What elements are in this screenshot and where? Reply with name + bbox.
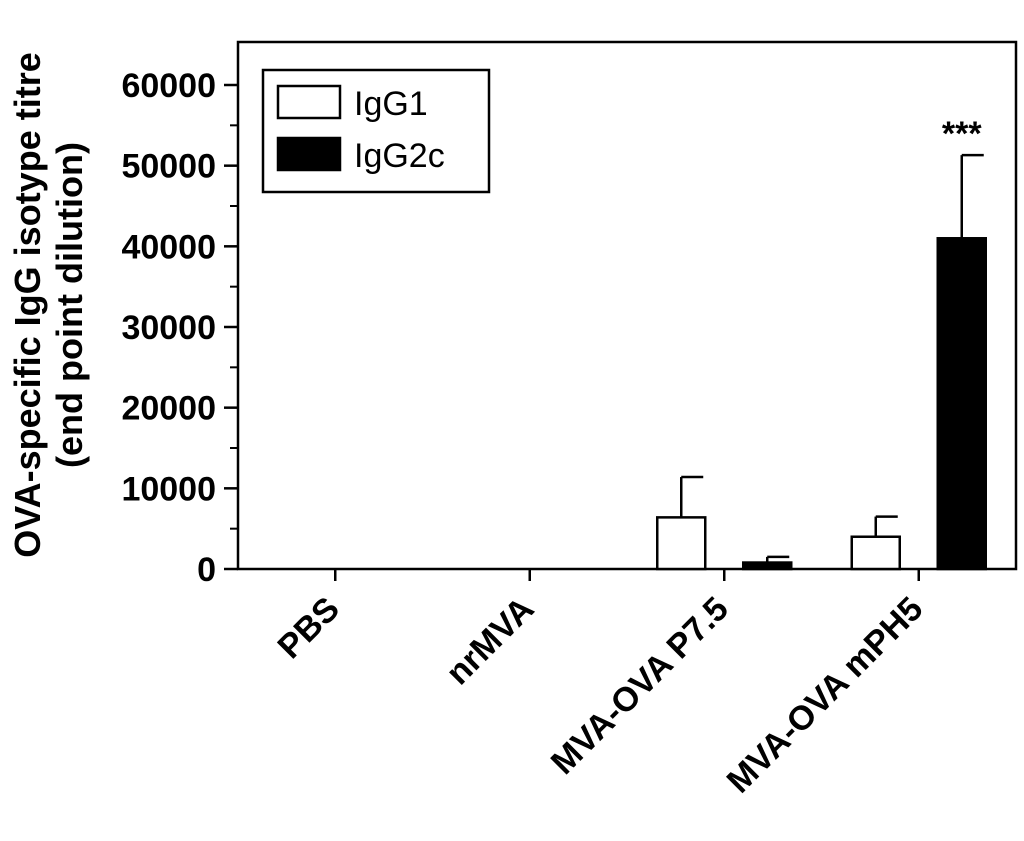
legend-label-igg2c: IgG2c xyxy=(354,137,445,175)
error-bars-group xyxy=(680,153,984,563)
y-axis-title-line1: OVA-specific IgG isotype titre xyxy=(7,52,48,557)
y-tick-label: 60000 xyxy=(121,67,216,105)
y-tick-label: 30000 xyxy=(121,309,216,347)
bars-group xyxy=(656,237,987,571)
legend: IgG1 IgG2c xyxy=(261,68,491,194)
y-tick-label: 20000 xyxy=(121,390,216,428)
plot-frame xyxy=(236,40,1018,571)
bar-igg1 xyxy=(656,516,707,571)
bar-igg2c xyxy=(742,561,793,571)
y-tick-label: 10000 xyxy=(121,470,216,508)
legend-label-igg1: IgG1 xyxy=(354,85,428,123)
x-tick-label: PBS xyxy=(271,590,347,666)
x-tick-label: MVA-OVA P7.5 xyxy=(544,590,736,782)
bar-igg1 xyxy=(850,535,901,571)
y-axis: 0 10000 20000 30000 40000 50000 60000 xyxy=(121,67,238,589)
legend-swatch-igg1 xyxy=(276,84,342,120)
x-tick-label: nrMVA xyxy=(439,590,542,693)
x-tick-label: MVA-OVA mPH5 xyxy=(720,590,931,801)
y-tick-label: 50000 xyxy=(121,148,216,186)
significance-annotation: *** xyxy=(942,115,982,153)
plot-box xyxy=(236,40,1018,571)
y-axis-title-line2: (end point dilution) xyxy=(49,142,90,468)
legend-swatch-igg2c xyxy=(276,136,342,172)
annotations-group: *** xyxy=(942,115,982,153)
y-tick-label: 0 xyxy=(197,551,216,589)
y-tick-label: 40000 xyxy=(121,228,216,266)
bar-igg2c xyxy=(936,237,987,571)
